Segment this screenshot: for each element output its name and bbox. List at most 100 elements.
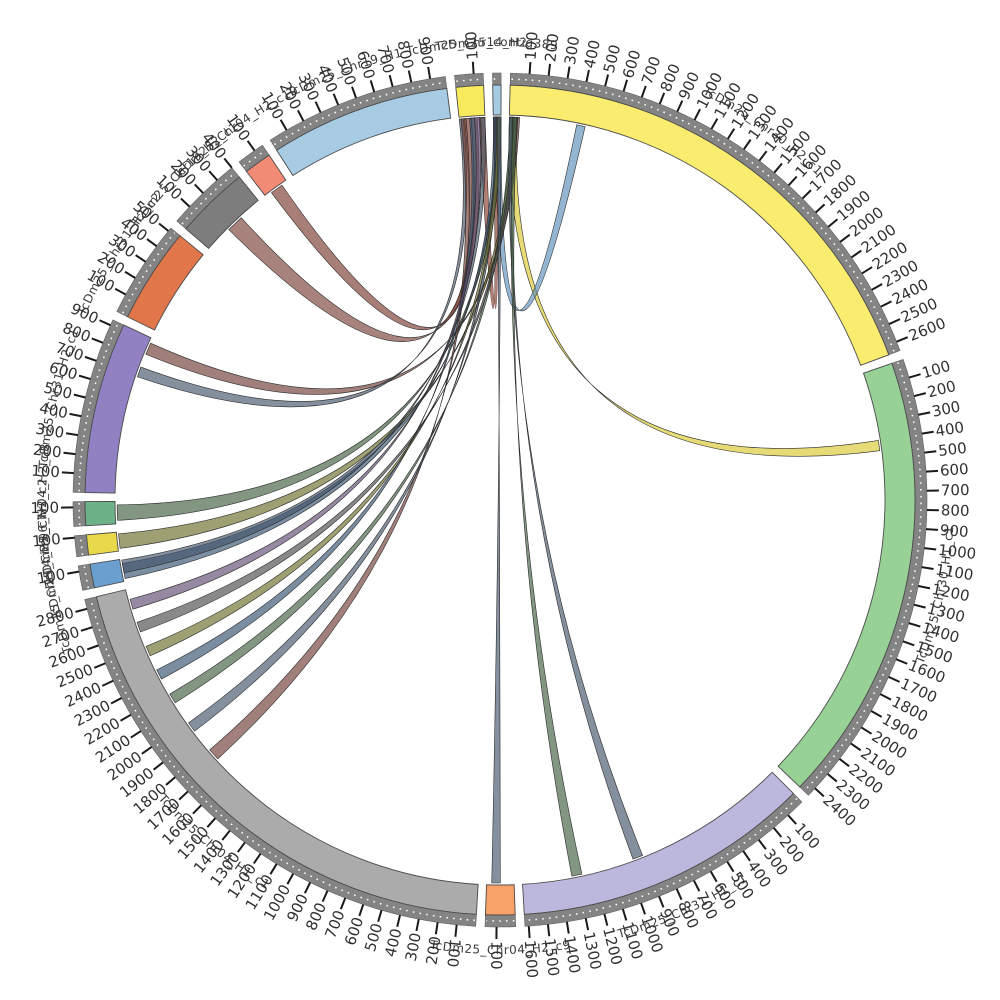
- tick: [726, 128, 736, 140]
- chord-TcDm25_Chr14_H2--TcDm25_Chr04_H1_c1: [209, 118, 470, 760]
- tick: [742, 850, 751, 862]
- tick: [101, 679, 114, 687]
- tick: [152, 761, 164, 771]
- tick: [351, 86, 357, 99]
- tick: [303, 882, 312, 894]
- tick: [471, 61, 475, 74]
- scale-dots: [78, 502, 81, 526]
- tick: [454, 924, 458, 937]
- tick: [546, 924, 551, 937]
- tick: [692, 879, 701, 892]
- tick: [146, 238, 158, 247]
- tick: [339, 897, 347, 910]
- tick: [565, 921, 570, 934]
- tick: [913, 392, 927, 398]
- tick: [194, 183, 204, 194]
- tick-label: 1400: [560, 934, 584, 975]
- tick: [407, 70, 413, 83]
- tick: [879, 693, 892, 701]
- tick: [221, 830, 231, 841]
- tick: [178, 790, 189, 801]
- tick: [135, 254, 147, 263]
- chord-TcDm25_Chr30_H2_c1--TcDm25_Chr30_H1_c1: [508, 116, 881, 457]
- scale-dots: [456, 78, 483, 83]
- tick: [640, 902, 646, 915]
- tick: [924, 547, 937, 551]
- tick-label: 600: [939, 460, 969, 480]
- tick: [141, 746, 153, 755]
- tick: [787, 814, 797, 825]
- segment-arc-TcDm25_Chr14_H2: [455, 84, 486, 118]
- tick: [921, 566, 934, 571]
- tick: [296, 109, 305, 122]
- tick: [838, 758, 850, 767]
- tick: [925, 528, 939, 531]
- tick: [223, 157, 233, 169]
- tick: [208, 170, 218, 181]
- tick-label: 100: [36, 565, 67, 588]
- tick: [528, 61, 532, 75]
- tick-label: 400: [580, 38, 603, 70]
- tick: [622, 79, 629, 92]
- segment-arc-TcDm25_Chr19_H1: [276, 87, 452, 177]
- tick: [621, 908, 628, 921]
- tick-label: 200: [32, 441, 62, 462]
- tick: [527, 925, 531, 939]
- tick: [870, 710, 883, 718]
- segment-arc-TcDm25_Chr30_H2_c1: [508, 84, 890, 366]
- tick: [124, 270, 136, 279]
- tick: [547, 63, 552, 76]
- tick: [279, 119, 288, 131]
- tick-label: 300: [930, 397, 962, 420]
- segment-arc-TcDm25_Chr04_H2_c7: [89, 558, 125, 589]
- segment-label-TcDm25_Chr04_H2_c10: TcDm25_Chr04_H2_c10: [169, 83, 300, 183]
- tick: [585, 69, 590, 83]
- tick: [321, 890, 329, 902]
- tick: [902, 640, 915, 647]
- tick: [158, 222, 169, 232]
- tick: [192, 804, 203, 815]
- tick: [110, 697, 123, 705]
- tick: [75, 607, 88, 613]
- tick: [62, 536, 75, 540]
- tick: [826, 773, 838, 783]
- tick: [726, 861, 735, 873]
- tick-label: 900: [414, 35, 436, 66]
- tick: [658, 92, 666, 105]
- tick: [801, 189, 812, 200]
- tick: [388, 74, 394, 87]
- chord-TcDm25_Chr30_H2_c1--TcDm25_Chr04_H1_c1: [169, 116, 515, 704]
- tick: [908, 373, 921, 379]
- tick: [130, 730, 142, 739]
- tick: [180, 197, 191, 208]
- tick: [427, 66, 432, 79]
- tick: [165, 776, 176, 786]
- tick: [896, 336, 909, 343]
- tick-label: 400: [38, 399, 70, 422]
- scale-dots: [243, 150, 266, 167]
- tick: [604, 74, 610, 87]
- tick: [369, 80, 376, 93]
- tick: [377, 909, 383, 923]
- chord-TcDm25_contig389--TcDm25_Chr30_H2_c1: [493, 116, 586, 312]
- tick: [814, 787, 825, 798]
- tick: [924, 450, 937, 454]
- tick: [236, 841, 246, 853]
- tick: [63, 451, 76, 456]
- segment-arc-TcDm25_Chr04_H2_c9: [484, 884, 516, 916]
- tick: [850, 742, 862, 752]
- tick-label: 1500: [541, 937, 563, 977]
- tick: [758, 150, 768, 162]
- tick: [839, 233, 851, 243]
- tick-label: 800: [941, 501, 970, 520]
- segment-arc-TcDm25_Chr31_H2_c2: [127, 235, 204, 331]
- tick: [206, 817, 217, 828]
- tick-label: 100: [30, 499, 59, 517]
- tick: [742, 139, 752, 151]
- tick-label: 1600: [521, 939, 542, 978]
- tick: [888, 318, 901, 325]
- tick-label: 500: [937, 439, 967, 460]
- tick: [658, 895, 665, 908]
- tick: [396, 914, 401, 928]
- tick-label: 100: [522, 31, 542, 61]
